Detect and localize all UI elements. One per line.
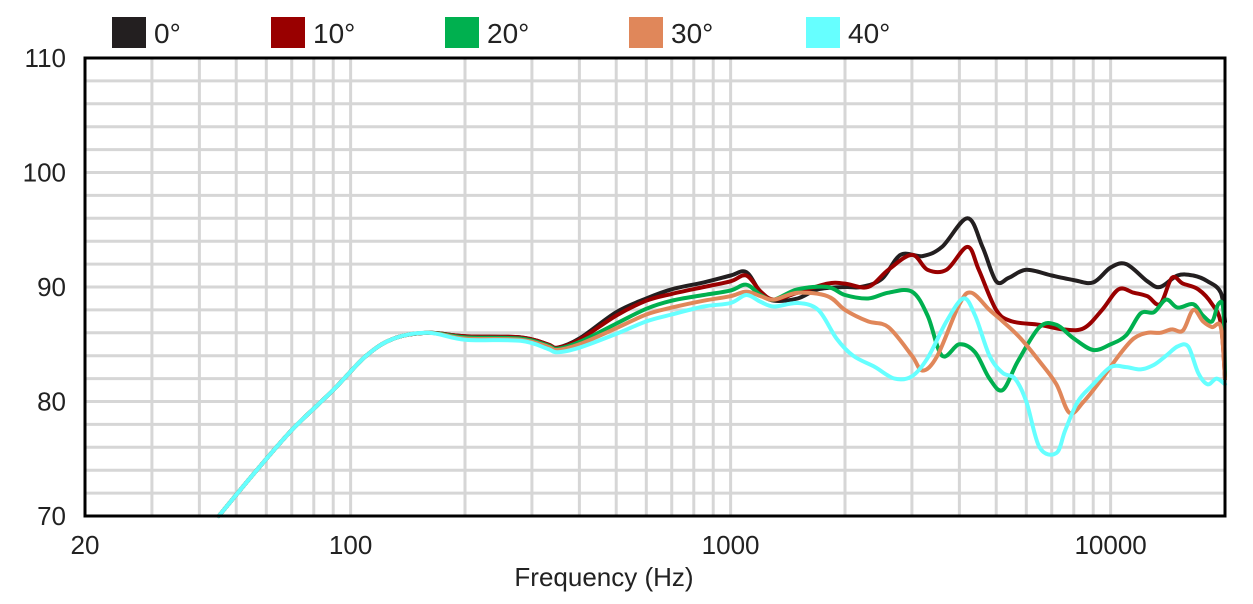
- y-tick-labels: 70 80 90 100 110: [23, 43, 66, 531]
- y-tick-label: 90: [37, 272, 66, 302]
- grid: [85, 58, 1225, 516]
- y-tick-label: 110: [25, 43, 66, 73]
- x-tick-label: 20: [71, 530, 100, 560]
- legend-swatch: [271, 17, 305, 48]
- series-lines: [216, 216, 1227, 518]
- legend-label: 30°: [671, 18, 713, 49]
- y-tick-label: 80: [37, 387, 66, 417]
- legend-swatch: [629, 17, 663, 48]
- legend-swatch: [112, 17, 146, 48]
- legend-swatch: [445, 17, 479, 48]
- legend-swatch: [806, 17, 840, 48]
- y-tick-label: 100: [23, 158, 66, 188]
- x-tick-label: 1000: [702, 530, 760, 560]
- legend: 0° 10° 20° 30° 40°: [112, 17, 890, 49]
- legend-label: 20°: [487, 18, 529, 49]
- legend-label: 40°: [848, 18, 890, 49]
- legend-label: 10°: [313, 18, 355, 49]
- y-tick-label: 70: [37, 501, 66, 531]
- x-axis-title: Frequency (Hz): [514, 562, 693, 592]
- series-line-4: [216, 293, 1227, 518]
- x-tick-labels: 20 100 1000 10000: [71, 530, 1147, 560]
- x-tick-label: 100: [329, 530, 372, 560]
- x-tick-label: 10000: [1074, 530, 1146, 560]
- legend-label: 0°: [154, 18, 181, 49]
- plot-frame: [83, 56, 1227, 518]
